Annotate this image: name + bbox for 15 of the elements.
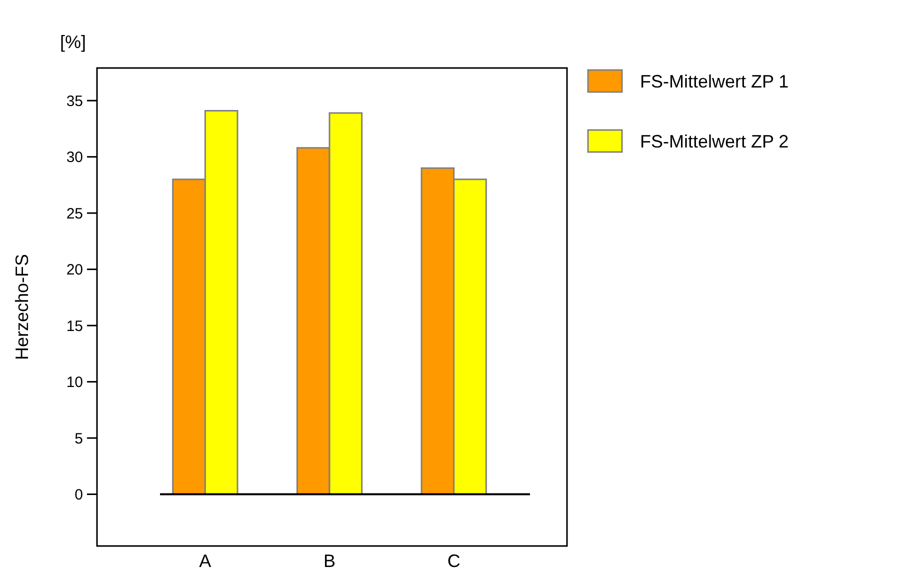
x-tick-label: B [323,551,336,571]
y-axis-title: Herzecho-FS [12,254,32,360]
legend-label: FS-Mittelwert ZP 1 [640,71,789,92]
x-tick-label: C [447,551,460,571]
y-tick-label: 5 [74,430,83,448]
y-tick-label: 15 [66,318,83,335]
y-tick-label: 0 [74,486,83,504]
y-tick-label: 35 [66,92,83,110]
x-tick-label: A [199,551,212,571]
y-tick-label: 10 [66,374,83,392]
y-tick-label: 25 [66,205,83,222]
y-tick-label: 30 [66,149,83,166]
y-tick-label: 20 [66,262,83,279]
legend-label: FS-Mittelwert ZP 2 [640,131,789,152]
text: [%] [60,32,86,52]
